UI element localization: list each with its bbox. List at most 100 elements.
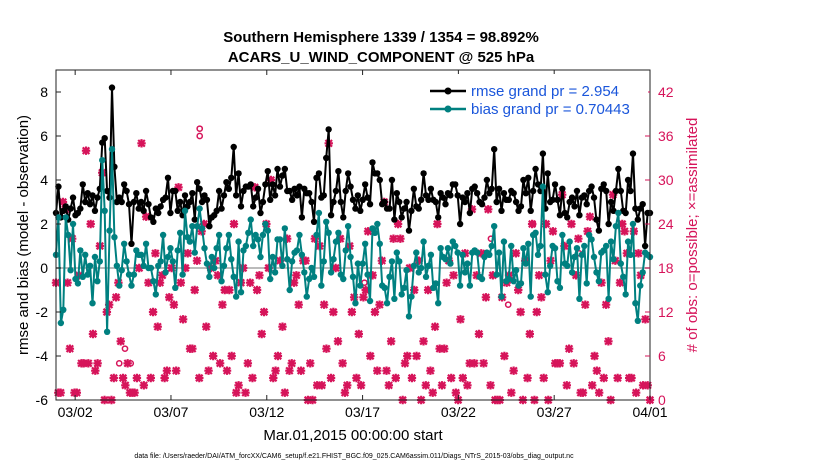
obs-assimilated-marker: [190, 285, 199, 295]
rmse-point: [206, 223, 213, 230]
obs-assimilated-marker: [208, 351, 218, 361]
rmse-point: [257, 209, 264, 217]
obs-assimilated-marker: [132, 373, 142, 383]
rmse-point: [84, 190, 91, 197]
rmse-point: [393, 190, 401, 197]
rmse-point: [505, 196, 513, 203]
bias-point: [257, 253, 264, 261]
rmse-point: [595, 227, 603, 234]
obs-possible-marker: [115, 359, 123, 367]
obs-assimilated-marker: [227, 351, 236, 361]
bias-point: [459, 251, 466, 258]
bias-point: [125, 271, 133, 278]
obs-assimilated-marker: [608, 190, 618, 199]
rmse-point: [237, 203, 245, 210]
rmse-point: [415, 205, 422, 212]
obs-assimilated-marker: [451, 388, 461, 397]
rmse-point: [157, 203, 164, 210]
obs-assimilated-marker: [58, 197, 68, 207]
bias-point: [495, 249, 503, 256]
rmse-point: [590, 194, 598, 201]
rmse-point: [359, 196, 366, 203]
obs-assimilated-marker: [160, 373, 169, 383]
y-tick-label: -2: [36, 304, 49, 320]
obs-assimilated-marker: [86, 219, 95, 229]
bias-point: [242, 242, 250, 250]
obs-assimilated-marker: [641, 315, 650, 324]
rmse-point: [247, 181, 254, 188]
chart-title: Southern Hemisphere 1339 / 1354 = 98.892…: [223, 29, 539, 46]
obs-assimilated-marker: [336, 234, 345, 243]
rmse-point: [279, 172, 286, 179]
bias-point: [67, 267, 74, 274]
rmse-point: [352, 205, 359, 212]
bias-point: [308, 264, 315, 272]
obs-assimilated-marker: [386, 337, 396, 346]
y2-axis-label: # of obs: o=possible; ×=assimilated: [684, 118, 701, 353]
obs-possible-marker: [121, 345, 129, 353]
rmse-point: [357, 207, 364, 214]
bias-point: [55, 214, 62, 221]
bias-point: [206, 273, 213, 280]
rmse-point: [130, 198, 138, 206]
rmse-point: [427, 185, 435, 192]
rmse-point: [69, 194, 77, 201]
obs-assimilated-marker: [467, 205, 477, 214]
obs-assimilated-marker: [541, 219, 551, 229]
rmse-point: [366, 201, 374, 208]
rmse-point: [344, 170, 352, 177]
rmse-point: [203, 196, 211, 203]
x-tick-label: 03/12: [249, 404, 284, 420]
rmse-point: [193, 179, 201, 186]
bias-point: [466, 282, 474, 289]
rmse-point: [145, 201, 152, 208]
obs-assimilated-marker: [449, 271, 458, 280]
bias-point: [454, 249, 461, 256]
obs-assimilated-marker: [195, 373, 204, 383]
bias-point: [313, 231, 320, 239]
rmse-point: [490, 146, 498, 153]
rmse-point: [568, 194, 576, 201]
rmse-point: [398, 214, 405, 221]
obs-assimilated-marker: [428, 388, 437, 397]
data-file-footer: data file: /Users/raeder/DAI/ATM_forcXX/…: [134, 453, 574, 460]
bias-point: [138, 251, 145, 258]
bias-point: [111, 234, 118, 241]
rmse-point: [118, 198, 125, 206]
rmse-point: [101, 135, 108, 142]
obs-assimilated-marker: [548, 227, 558, 236]
rmse-point: [298, 214, 306, 221]
bias-point: [376, 240, 383, 247]
rmse-point: [189, 190, 196, 197]
rmse-point: [215, 187, 223, 195]
obs-assimilated-marker: [250, 183, 259, 192]
rmse-point: [551, 181, 559, 188]
rmse-point: [213, 207, 220, 214]
obs-assimilated-marker: [275, 256, 285, 265]
obs-assimilated-marker: [151, 249, 160, 258]
bias-point: [176, 229, 184, 236]
rmse-point: [259, 198, 267, 206]
obs-assimilated-marker: [312, 381, 322, 390]
chart-subtitle: ACARS_U_WIND_COMPONENT @ 525 hPa: [228, 49, 535, 66]
bias-point: [164, 253, 172, 261]
bias-point: [398, 291, 405, 298]
bias-point: [512, 267, 520, 274]
bias-point: [571, 253, 578, 261]
rmse-point: [408, 207, 415, 214]
obs-assimilated-marker: [574, 234, 583, 243]
bias-point: [366, 297, 374, 305]
bias-point: [60, 306, 67, 313]
bias-point: [120, 240, 128, 247]
rmse-point: [456, 220, 464, 228]
rmse-point: [522, 190, 530, 197]
obs-assimilated-marker: [555, 359, 565, 368]
rmse-point: [335, 168, 342, 175]
bias-point: [74, 280, 82, 287]
obs-assimilated-marker: [248, 373, 257, 383]
obs-assimilated-marker: [500, 351, 509, 361]
bias-point: [196, 205, 203, 212]
obs-assimilated-marker: [296, 366, 306, 375]
rmse-point: [325, 126, 332, 133]
rmse-point: [388, 176, 396, 184]
